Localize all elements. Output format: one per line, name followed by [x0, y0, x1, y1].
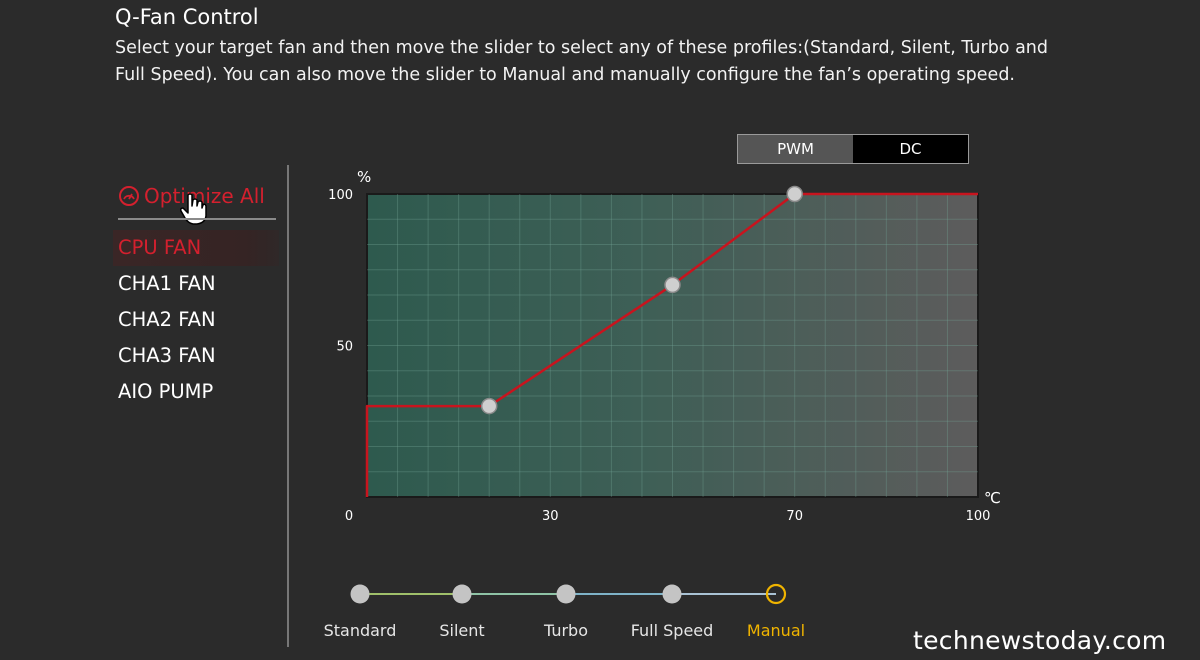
fan-list: CPU FAN CHA1 FAN CHA2 FAN CHA3 FAN AIO P… [113, 230, 279, 410]
profile-node-full-speed[interactable] [662, 584, 682, 604]
x-axis-label: ℃ [984, 489, 1001, 507]
x-tick-label: 70 [786, 509, 803, 524]
profile-node-silent[interactable] [452, 584, 472, 604]
fan-item-aio-pump[interactable]: AIO PUMP [118, 380, 214, 403]
sidebar-divider [118, 218, 276, 220]
profile-node-turbo[interactable] [556, 584, 576, 604]
fan-curve-line [365, 192, 978, 497]
x-tick-label: 30 [542, 509, 559, 524]
profile-label-silent[interactable]: Silent [439, 621, 484, 640]
plot-grid [367, 194, 978, 497]
page-description: Select your target fan and then move the… [115, 38, 1049, 85]
dc-mode-button[interactable]: DC [899, 140, 922, 158]
profile-node-manual[interactable] [765, 583, 787, 605]
curve-control-point[interactable] [480, 397, 498, 415]
pwm-mode-button[interactable]: PWM [738, 135, 853, 163]
profile-node-standard[interactable] [350, 584, 370, 604]
profile-label-manual[interactable]: Manual [747, 621, 805, 640]
profile-label-full-speed[interactable]: Full Speed [631, 621, 714, 640]
profile-slider: Standard Silent Turbo Full Speed Manual [324, 583, 805, 640]
curve-control-point[interactable] [786, 185, 803, 203]
fan-curve [365, 185, 978, 497]
x-tick-label: 100 [966, 509, 991, 524]
y-tick-label: 50 [336, 340, 353, 355]
vertical-divider [287, 165, 289, 647]
profile-label-turbo[interactable]: Turbo [543, 621, 588, 640]
curve-control-point[interactable] [664, 276, 681, 294]
watermark: technewstoday.com [913, 626, 1167, 655]
mode-toggle: PWM DC [737, 134, 969, 164]
axis-ticks: 0 30 70 100 50 100 [328, 188, 990, 524]
y-axis-label: % [357, 168, 371, 186]
plot-area [366, 193, 979, 498]
page-title: Q-Fan Control [115, 5, 259, 29]
fan-item-cha3-fan[interactable]: CHA3 FAN [118, 344, 216, 367]
profile-label-standard[interactable]: Standard [324, 621, 397, 640]
fan-item-cha1-fan[interactable]: CHA1 FAN [118, 272, 216, 295]
y-tick-label: 100 [328, 188, 353, 203]
sidebar: Optimize All [118, 180, 278, 225]
fan-item-cha2-fan[interactable]: CHA2 FAN [118, 308, 216, 331]
gauge-icon [119, 186, 139, 206]
x-tick-label: 0 [345, 509, 353, 524]
fan-item-cpu-fan[interactable]: CPU FAN [113, 230, 279, 266]
